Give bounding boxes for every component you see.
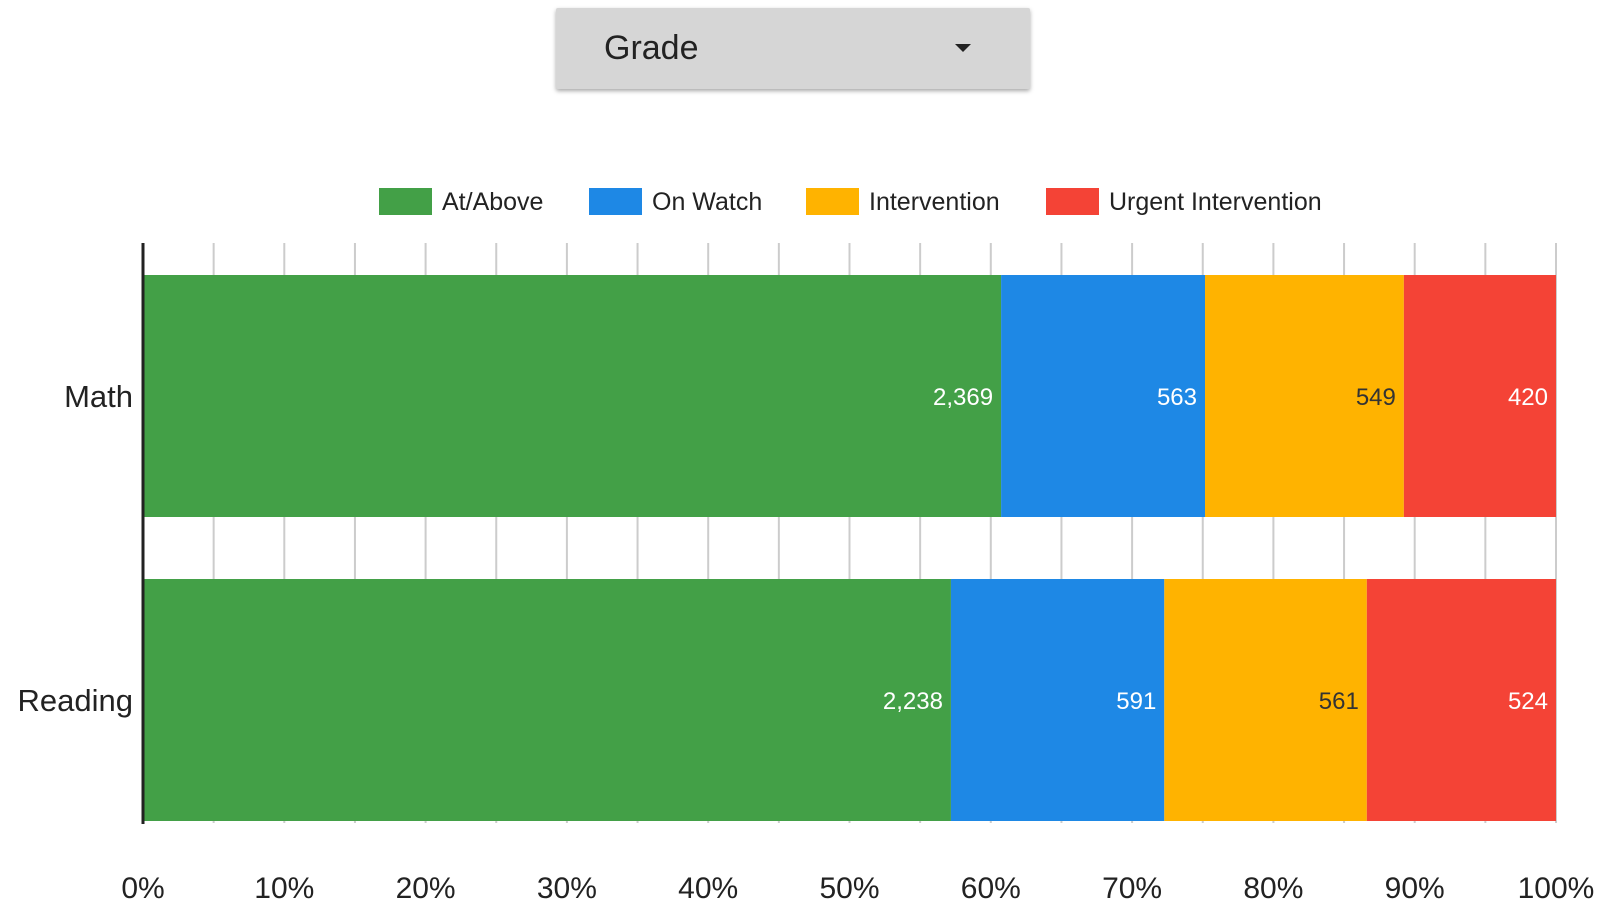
legend-swatch-intervention[interactable] [806, 188, 859, 215]
data-label: 549 [1356, 384, 1396, 411]
legend-swatch-urgent-intervention[interactable] [1046, 188, 1099, 215]
legend: At/Above On Watch Intervention Urgent Inter… [379, 188, 1322, 216]
bar-reading-urgent-intervention[interactable] [1366, 579, 1556, 821]
dropdown-selected-value: Grade [604, 29, 699, 67]
bar-reading-intervention[interactable] [1164, 579, 1367, 821]
axes: 0% 10% 20% 30% 40% 50% 60% 70% 80% 90% 100% Math Rea… [18, 243, 1595, 905]
legend-label[interactable]: Intervention [869, 188, 1000, 216]
data-label: 2,238 [883, 688, 943, 715]
data-label: 591 [1116, 688, 1156, 715]
arrow-drop-down-icon [955, 44, 971, 52]
bar-reading-on-watch[interactable] [950, 579, 1165, 821]
x-tick-label: 10% [254, 872, 314, 905]
bars: 2,369 563 549 420 2,238 591 561 524 [143, 275, 1556, 821]
x-tick-label: 70% [1102, 872, 1162, 905]
x-tick-label: 100% [1518, 872, 1595, 905]
bar-math-intervention[interactable] [1205, 275, 1404, 517]
x-tick-label: 20% [396, 872, 456, 905]
data-label: 2,369 [933, 384, 993, 411]
data-label: 420 [1508, 384, 1548, 411]
bar-math-at-above[interactable] [143, 275, 1002, 517]
legend-label[interactable]: At/Above [442, 188, 543, 216]
bar-math-urgent-intervention[interactable] [1403, 275, 1556, 517]
legend-label[interactable]: On Watch [652, 188, 762, 216]
legend-swatch-at-above[interactable] [379, 188, 432, 215]
data-label: 561 [1319, 688, 1359, 715]
x-tick-label: 90% [1385, 872, 1445, 905]
grade-dropdown[interactable]: Grade [556, 8, 1030, 89]
category-label: Math [64, 379, 133, 414]
legend-label[interactable]: Urgent Intervention [1109, 188, 1322, 216]
category-label: Reading [18, 683, 133, 718]
bar-reading-at-above[interactable] [143, 579, 951, 821]
x-tick-label: 60% [961, 872, 1021, 905]
data-label: 563 [1157, 384, 1197, 411]
x-tick-label: 0% [121, 872, 164, 905]
x-tick-label: 50% [819, 872, 879, 905]
x-tick-label: 40% [678, 872, 738, 905]
bar-math-on-watch[interactable] [1001, 275, 1206, 517]
x-tick-label: 30% [537, 872, 597, 905]
data-label: 524 [1508, 688, 1548, 715]
legend-swatch-on-watch[interactable] [589, 188, 642, 215]
x-tick-label: 80% [1243, 872, 1303, 905]
